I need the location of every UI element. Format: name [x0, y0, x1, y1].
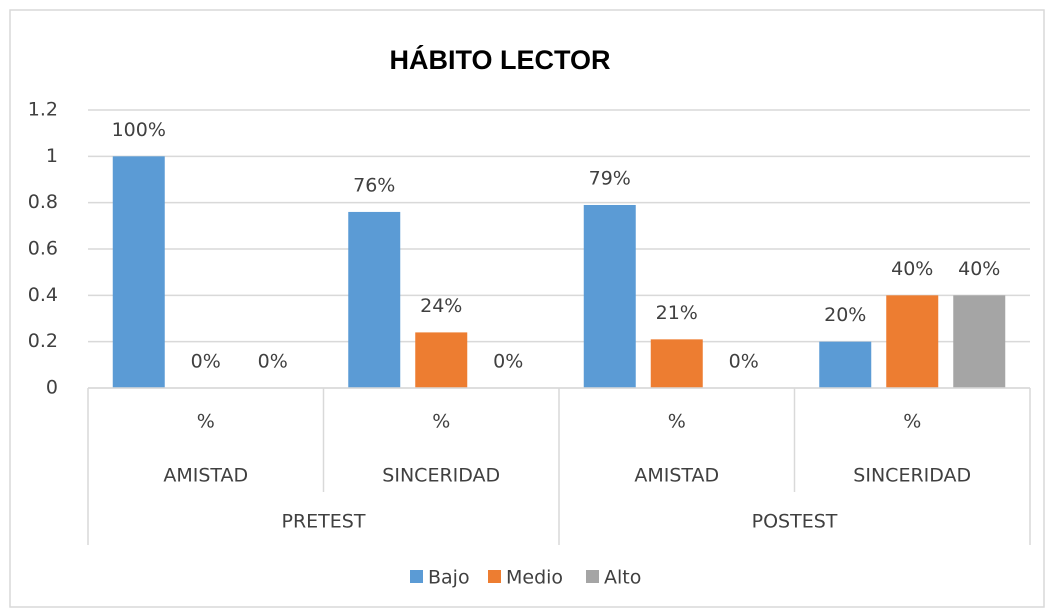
chart-title: HÁBITO LECTOR [389, 44, 610, 75]
legend-swatch [488, 570, 501, 583]
value-label: 0% [191, 351, 221, 373]
value-label: 40% [891, 258, 933, 280]
x-tick-label: % [197, 411, 215, 433]
value-label: 79% [589, 167, 631, 189]
bar [819, 341, 872, 388]
y-tick-label: 0 [46, 377, 58, 399]
legend-label: Medio [506, 567, 563, 589]
x-tick-label: % [432, 411, 450, 433]
value-label: 76% [353, 174, 395, 196]
bar [886, 295, 939, 388]
value-label: 0% [493, 351, 523, 373]
bar [583, 204, 636, 388]
bar [650, 339, 703, 388]
y-tick-label: 0.8 [28, 191, 58, 213]
x-subgroup-label: SINCERIDAD [853, 465, 971, 487]
legend-label: Bajo [428, 567, 470, 589]
value-label: 40% [958, 258, 1000, 280]
x-group-label: PRETEST [282, 511, 366, 533]
y-tick-label: 0.4 [28, 284, 58, 306]
y-tick-label: 0.6 [28, 238, 58, 260]
x-group-label: POSTEST [752, 511, 838, 533]
legend-swatch [410, 570, 423, 583]
x-subgroup-label: SINCERIDAD [382, 465, 500, 487]
bar [348, 211, 401, 388]
y-tick-label: 0.2 [28, 330, 58, 352]
x-subgroup-label: AMISTAD [634, 465, 719, 487]
y-tick-label: 1.2 [28, 99, 58, 121]
value-label: 24% [420, 295, 462, 317]
legend-label: Alto [604, 567, 641, 589]
bar [112, 156, 165, 388]
y-tick-label: 1 [46, 145, 58, 167]
bar [953, 295, 1006, 388]
x-tick-label: % [903, 411, 921, 433]
value-label: 20% [824, 304, 866, 326]
value-label: 21% [656, 302, 698, 324]
legend-swatch [586, 570, 599, 583]
value-label: 100% [112, 119, 166, 141]
x-tick-label: % [668, 411, 686, 433]
value-label: 0% [729, 351, 759, 373]
bar [415, 332, 468, 388]
x-subgroup-label: AMISTAD [163, 465, 248, 487]
value-label: 0% [258, 351, 288, 373]
